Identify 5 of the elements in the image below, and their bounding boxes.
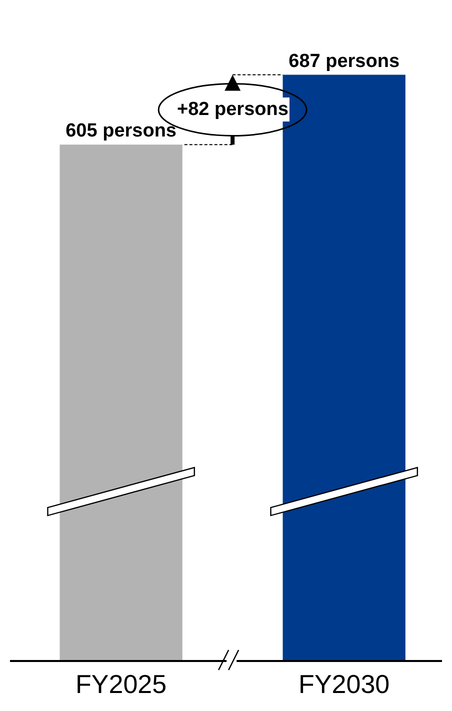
x-tick-label: FY2025 [76, 668, 167, 699]
x-tick-label: FY2030 [298, 668, 390, 699]
annotation: +82 persons [177, 99, 288, 120]
data-label: 605 persons [66, 120, 177, 142]
data-label: 687 persons [288, 50, 400, 72]
